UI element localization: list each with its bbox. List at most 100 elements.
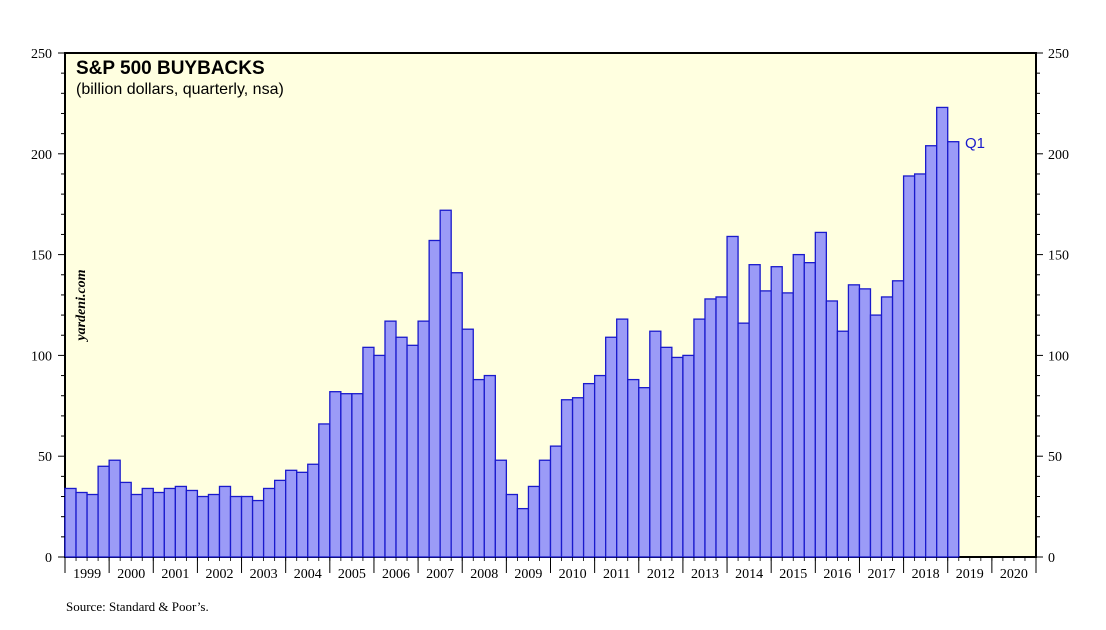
year-label: 2014 bbox=[735, 567, 763, 582]
bar bbox=[329, 391, 342, 558]
year-label: 2016 bbox=[823, 567, 851, 582]
bar bbox=[825, 300, 839, 558]
bar bbox=[461, 328, 474, 558]
bar bbox=[925, 145, 938, 558]
year-label: 2019 bbox=[956, 567, 984, 582]
bar bbox=[163, 487, 176, 558]
bar bbox=[726, 235, 739, 558]
bar bbox=[660, 346, 673, 558]
bar bbox=[582, 382, 596, 558]
bar bbox=[527, 485, 541, 558]
chart-subtitle: (billion dollars, quarterly, nsa) bbox=[76, 81, 284, 98]
bar bbox=[307, 463, 320, 558]
year-label: 2017 bbox=[868, 567, 896, 582]
bar bbox=[439, 209, 452, 558]
bar bbox=[296, 471, 309, 558]
year-label: 2002 bbox=[205, 567, 233, 582]
y-tick-label-right: 100 bbox=[1048, 349, 1069, 364]
bar bbox=[792, 253, 805, 558]
bar bbox=[836, 330, 850, 558]
bar bbox=[605, 336, 618, 558]
bar bbox=[803, 262, 816, 558]
bar bbox=[395, 336, 408, 558]
watermark-text: yardeni.com bbox=[74, 269, 89, 342]
bar bbox=[340, 393, 353, 558]
bar bbox=[64, 487, 77, 558]
year-label: 2011 bbox=[603, 567, 630, 582]
y-tick-label-left: 200 bbox=[31, 148, 52, 163]
bar bbox=[428, 239, 441, 558]
bar bbox=[947, 141, 960, 558]
bar bbox=[196, 495, 210, 558]
y-tick-label-right: 50 bbox=[1048, 450, 1062, 465]
bar bbox=[185, 489, 199, 558]
year-label: 2020 bbox=[1000, 567, 1028, 582]
bar bbox=[97, 465, 110, 558]
bar bbox=[902, 175, 916, 558]
bar bbox=[251, 499, 265, 558]
bar bbox=[516, 507, 530, 558]
year-label: 2000 bbox=[117, 567, 145, 582]
bar bbox=[858, 288, 872, 558]
y-axis-ticks: 0 0 50 50 100 100 150 150 200 200 250 250 bbox=[31, 47, 1069, 566]
bar bbox=[913, 173, 927, 558]
year-label: 2013 bbox=[691, 567, 719, 582]
bar bbox=[130, 493, 143, 558]
bar bbox=[781, 292, 794, 558]
bar bbox=[847, 284, 861, 558]
bar bbox=[262, 487, 276, 558]
bar bbox=[384, 320, 397, 558]
bar bbox=[593, 374, 607, 558]
y-tick-label-left: 100 bbox=[31, 349, 52, 364]
bar bbox=[759, 290, 772, 558]
bar bbox=[891, 280, 905, 558]
bar bbox=[86, 493, 99, 558]
bar bbox=[229, 495, 243, 558]
bar bbox=[549, 445, 563, 558]
bar bbox=[417, 320, 430, 558]
bar bbox=[649, 330, 662, 558]
bar bbox=[152, 491, 165, 558]
y-tick-label-right: 150 bbox=[1048, 249, 1069, 264]
bar bbox=[373, 354, 386, 558]
year-label: 2007 bbox=[426, 567, 454, 582]
bar bbox=[472, 378, 485, 558]
bar bbox=[693, 318, 706, 558]
bar bbox=[285, 469, 298, 558]
year-label: 2010 bbox=[559, 567, 587, 582]
year-label: 2018 bbox=[912, 567, 940, 582]
bar bbox=[318, 423, 331, 558]
bar bbox=[450, 272, 463, 558]
bar bbox=[880, 296, 894, 558]
year-label: 2005 bbox=[338, 567, 366, 582]
y-tick-label-right: 200 bbox=[1048, 148, 1069, 163]
y-tick-label-right: 0 bbox=[1048, 551, 1055, 566]
year-label: 2008 bbox=[470, 567, 498, 582]
bar bbox=[770, 266, 783, 558]
y-tick-label-left: 150 bbox=[31, 249, 52, 264]
bar bbox=[494, 459, 508, 558]
bar bbox=[174, 485, 188, 558]
y-tick-label-left: 0 bbox=[45, 551, 52, 566]
year-label: 2001 bbox=[161, 567, 189, 582]
bar bbox=[351, 393, 364, 558]
bar bbox=[737, 322, 750, 558]
bar bbox=[218, 485, 232, 558]
bar bbox=[627, 378, 640, 558]
bar bbox=[240, 495, 254, 558]
chart-title: S&P 500 BUYBACKS bbox=[76, 58, 265, 79]
bar bbox=[704, 298, 717, 558]
bar bbox=[362, 346, 375, 558]
y-tick-label-left: 250 bbox=[31, 47, 52, 62]
bar bbox=[814, 231, 828, 558]
bar bbox=[505, 493, 519, 558]
bar bbox=[616, 318, 629, 558]
year-label: 2015 bbox=[779, 567, 807, 582]
bar bbox=[571, 397, 585, 558]
y-tick-label-right: 250 bbox=[1048, 47, 1069, 62]
source-note: Source: Standard & Poor’s. bbox=[66, 599, 209, 614]
year-label: 2004 bbox=[294, 567, 322, 582]
bar bbox=[936, 106, 949, 558]
bar bbox=[638, 387, 651, 558]
bar bbox=[207, 493, 221, 558]
